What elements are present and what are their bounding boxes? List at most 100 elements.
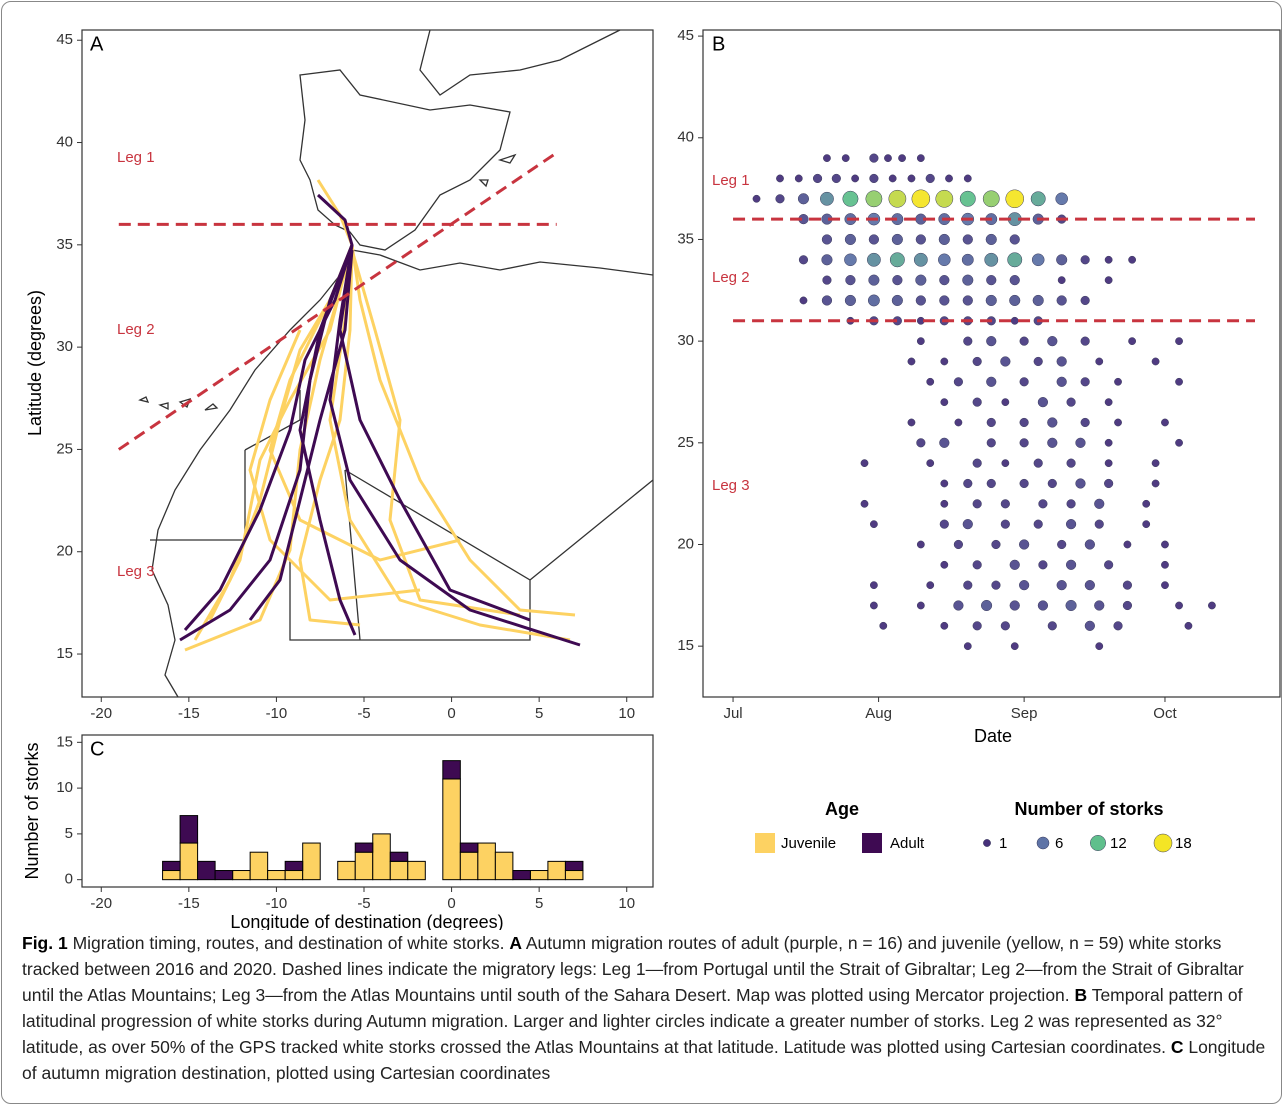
bubble xyxy=(1009,294,1021,307)
x-tick-label: Oct xyxy=(1153,705,1177,722)
bubble xyxy=(851,174,860,183)
y-tick-label: 35 xyxy=(677,230,694,247)
bar xyxy=(162,860,181,872)
bubble xyxy=(1084,620,1095,631)
bar xyxy=(547,860,566,881)
bubble xyxy=(1001,459,1010,468)
bar xyxy=(179,842,199,881)
bar xyxy=(459,842,479,853)
bubble xyxy=(1104,438,1113,447)
bubble xyxy=(1161,540,1169,549)
bar xyxy=(564,870,584,881)
bar xyxy=(354,851,374,881)
bubble xyxy=(1104,398,1113,407)
bubble xyxy=(869,153,879,163)
bubble xyxy=(963,478,973,489)
bubble xyxy=(940,398,949,407)
caption-text: B xyxy=(1074,985,1088,1005)
bubble xyxy=(1066,499,1076,509)
bar xyxy=(302,842,321,881)
bubble xyxy=(1000,499,1010,509)
track xyxy=(298,244,357,636)
y-tick-label: 20 xyxy=(677,535,694,552)
bubble xyxy=(1113,621,1123,631)
leg-label: Leg 1 xyxy=(712,172,750,189)
bubble xyxy=(1094,600,1105,611)
bubble xyxy=(984,252,999,267)
bubble xyxy=(1032,294,1044,307)
leg-boundary xyxy=(117,151,558,451)
y-tick-label: 40 xyxy=(56,133,73,150)
bar xyxy=(564,860,584,872)
y-tick-label: 45 xyxy=(677,27,694,44)
iberia xyxy=(299,69,511,251)
bubble xyxy=(831,173,841,184)
bar xyxy=(267,870,286,881)
bubble xyxy=(898,154,906,163)
track xyxy=(350,249,521,617)
bubble xyxy=(868,234,880,245)
bubble xyxy=(1056,356,1067,367)
y-axis-title: Number of storks xyxy=(22,742,42,879)
x-tick-label: -20 xyxy=(90,895,112,912)
bubble xyxy=(1128,337,1137,346)
legend-title: Number of storks xyxy=(1014,799,1163,819)
legend-label: 18 xyxy=(1175,835,1192,852)
bubble xyxy=(1114,377,1122,386)
bubble xyxy=(972,560,982,570)
bubble xyxy=(962,234,973,245)
bubble xyxy=(986,376,997,387)
bubble xyxy=(1019,417,1029,428)
legend-bubble xyxy=(1090,835,1106,851)
bubble xyxy=(986,336,997,347)
bubble xyxy=(962,274,974,286)
bubble xyxy=(820,191,834,206)
bubble xyxy=(869,173,879,184)
bubble xyxy=(953,600,964,611)
bubble xyxy=(1080,377,1090,387)
bubble xyxy=(940,560,949,569)
bar xyxy=(389,860,409,881)
x-tick-label: -5 xyxy=(357,895,370,912)
bubble xyxy=(879,621,888,630)
bubble xyxy=(963,642,972,651)
bubble xyxy=(821,295,833,306)
bubble xyxy=(892,275,903,286)
x-tick-label: 10 xyxy=(618,895,635,912)
legend-swatch xyxy=(862,833,882,853)
y-tick-label: 25 xyxy=(56,440,73,457)
bubble xyxy=(1095,642,1104,651)
bubble xyxy=(940,621,949,630)
x-tick-label: Jul xyxy=(723,705,742,722)
bubble xyxy=(1047,621,1057,631)
y-axis-title: Latitude (degrees) xyxy=(25,290,45,436)
caption: Fig. 1 Migration timing, routes, and des… xyxy=(22,930,1270,1086)
bubble xyxy=(945,174,953,183)
bar xyxy=(512,870,531,881)
caption-text: Autumn migration routes of adult (purple… xyxy=(22,933,1244,1005)
bubble xyxy=(963,580,973,590)
bubble xyxy=(869,520,878,529)
bubble xyxy=(916,154,925,163)
bubble xyxy=(1033,356,1043,367)
bubble xyxy=(1000,519,1010,529)
bubble xyxy=(940,499,949,508)
bubble xyxy=(907,418,916,427)
bubble xyxy=(1161,418,1169,427)
bubble xyxy=(991,539,1001,550)
legend-swatch xyxy=(755,833,775,853)
bubble xyxy=(982,190,1000,208)
bubble xyxy=(1161,581,1169,590)
y-tick-label: 15 xyxy=(56,733,73,750)
bubble xyxy=(938,233,950,246)
juvenile-tracks xyxy=(184,179,576,652)
bubble xyxy=(1033,519,1043,529)
caption-text: Longitude of autumn migration destinatio… xyxy=(22,1037,1266,1083)
bubble xyxy=(915,295,926,306)
bar xyxy=(179,815,199,844)
bubble xyxy=(799,296,808,305)
track xyxy=(350,244,576,617)
bubble xyxy=(891,233,903,246)
bubble xyxy=(986,275,997,286)
